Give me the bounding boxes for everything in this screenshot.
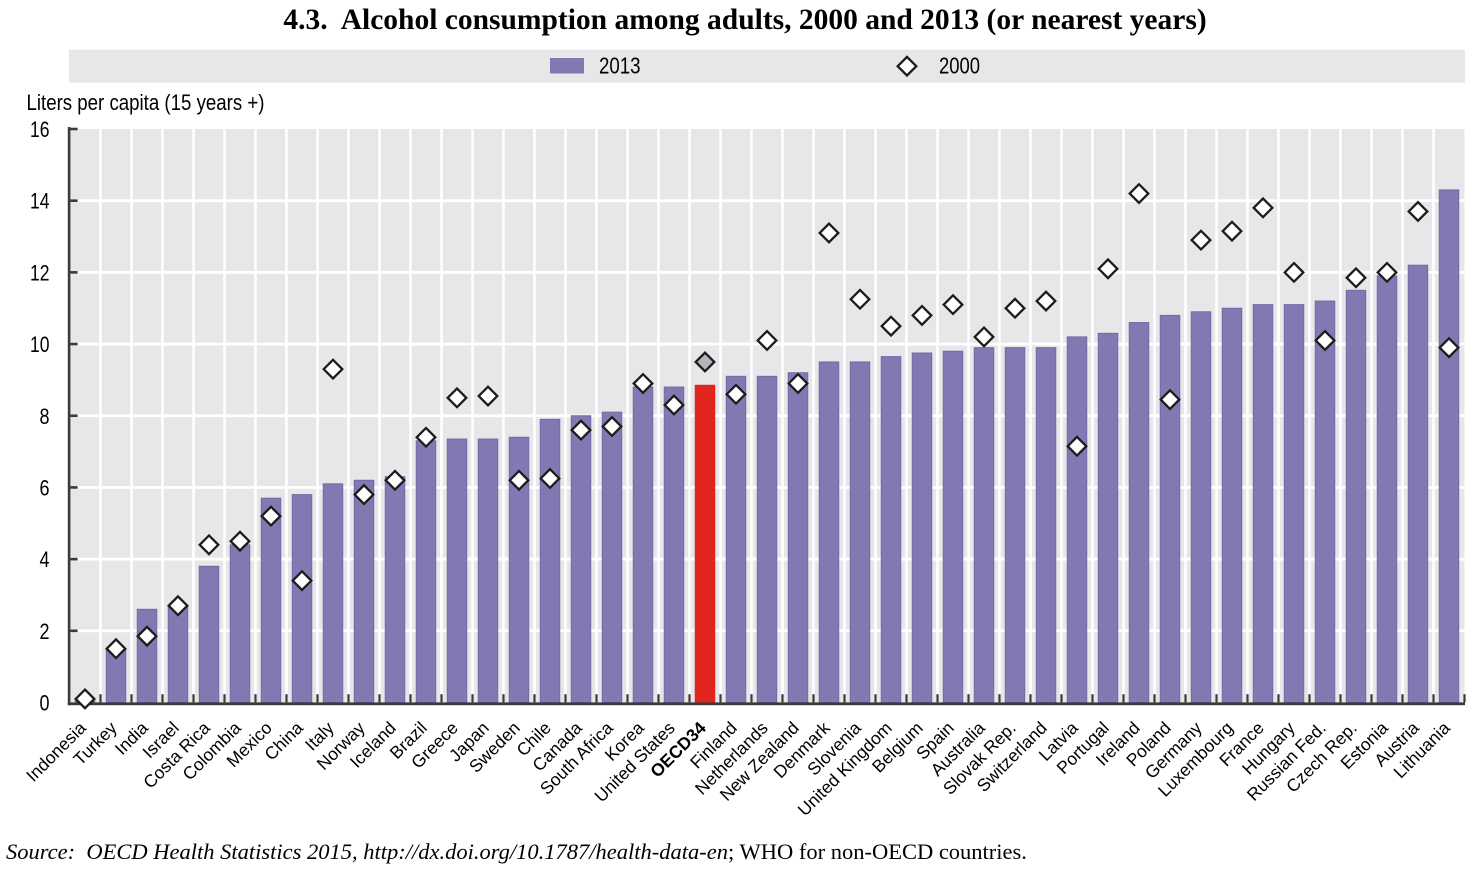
svg-text:12: 12 — [30, 260, 50, 285]
svg-text:10: 10 — [30, 332, 50, 357]
svg-text:Liters per capita (15 years +): Liters per capita (15 years +) — [27, 90, 265, 115]
svg-text:16: 16 — [30, 117, 50, 142]
svg-text:2013: 2013 — [599, 53, 641, 79]
svg-text:6: 6 — [40, 475, 50, 500]
svg-text:0: 0 — [40, 691, 50, 716]
svg-text:2: 2 — [40, 619, 50, 644]
svg-text:14: 14 — [30, 189, 50, 214]
svg-text:Source: OECD Health Statistic: Source: OECD Health Statistics 2015, htt… — [6, 839, 1027, 864]
svg-text:8: 8 — [40, 404, 50, 429]
svg-text:2000: 2000 — [939, 53, 980, 79]
svg-text:4.3. Alcohol consumption amon: 4.3. Alcohol consumption among adults, 2… — [283, 4, 1206, 36]
svg-text:4: 4 — [40, 547, 50, 572]
